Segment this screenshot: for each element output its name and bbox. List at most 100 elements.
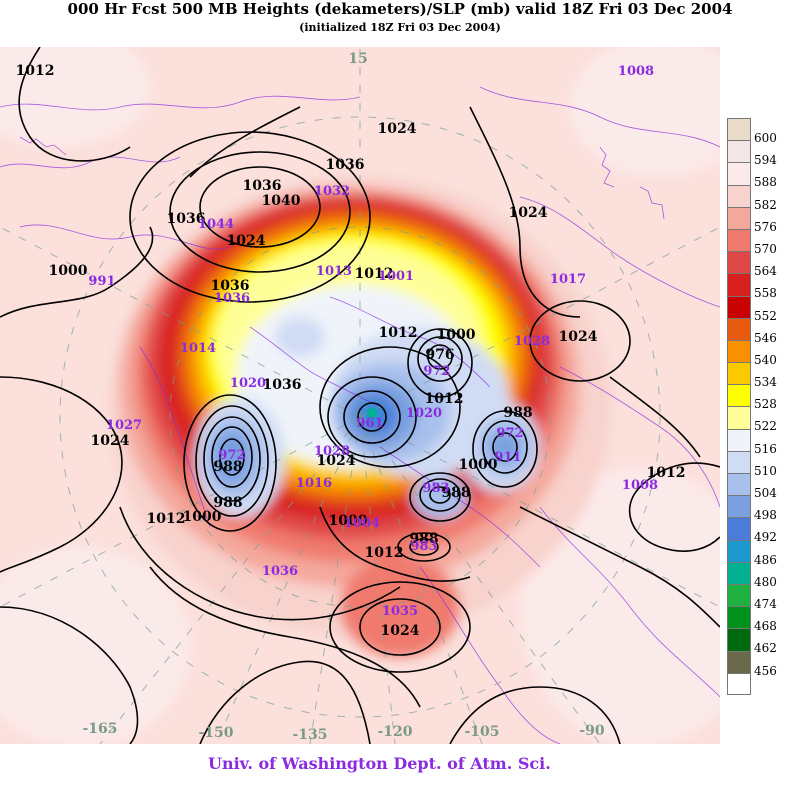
pressure-center-label: 1001: [378, 269, 414, 284]
legend-swatch: [727, 650, 751, 673]
contour-label: 976: [425, 347, 454, 363]
legend-swatch: [727, 273, 751, 296]
chart-title: 000 Hr Fcst 500 MB Heights (dekameters)/…: [67, 0, 733, 18]
contour-label: 1000: [459, 457, 498, 473]
legend-label: 486: [754, 552, 777, 567]
legend-swatch: [727, 295, 751, 318]
pressure-center-label: 983: [410, 539, 437, 554]
contour-label: 1036: [211, 278, 250, 294]
contour-label: 1012: [425, 391, 464, 407]
longitude-label: -165: [82, 721, 117, 737]
pressure-center-label: 1028: [514, 334, 550, 349]
legend-item: 552: [727, 295, 787, 322]
legend-label: 564: [754, 264, 777, 279]
pressure-center-label: 1032: [314, 184, 350, 199]
contour-label: 1024: [381, 623, 420, 639]
contour-label: 988: [409, 531, 438, 547]
pressure-center-label: 1013: [316, 264, 352, 279]
legend-label: 576: [754, 219, 777, 234]
legend-swatch: [727, 228, 751, 252]
legend-label: 504: [754, 486, 777, 500]
contour-label: 1036: [243, 178, 282, 194]
legend-item: 510: [727, 450, 787, 477]
legend-item: 534: [727, 362, 787, 388]
contour-label: 1012: [147, 511, 186, 527]
pressure-center-label: 1020: [406, 406, 442, 421]
legend-swatch: [727, 473, 751, 496]
pressure-center-label: 972: [423, 364, 450, 379]
contour-label: 1024: [378, 121, 417, 137]
legend-label: 552: [754, 308, 777, 323]
pressure-center-label: 1036: [262, 564, 298, 579]
pressure-center-label: 1044: [198, 217, 234, 232]
legend-swatch: [727, 672, 751, 695]
legend-item: 462: [727, 628, 787, 654]
legend-item: 468: [727, 606, 787, 632]
contour-label: 1024: [559, 329, 598, 345]
legend-label: 456: [754, 663, 777, 678]
legend-swatch: [727, 162, 751, 185]
height-field-map: 1012 100815102410361036104010361044103210…: [0, 47, 720, 744]
pressure-center-label: 983: [422, 481, 449, 496]
legend-item: 594: [727, 140, 787, 166]
legend-item: 492: [727, 517, 787, 543]
contour-label: 1024: [317, 453, 356, 469]
legend-item: 546: [727, 317, 787, 344]
map-panel: 1012 1008 15 1024 1036 1036 1040 1036 1044 1032 10…: [0, 47, 720, 744]
pressure-center-label: 972: [218, 448, 245, 463]
low-center-fill: [367, 408, 377, 418]
pressure-center-label: 1008: [622, 478, 658, 493]
legend-label: 516: [754, 441, 777, 456]
contour-label: 1024: [91, 433, 130, 449]
legend-swatch: [727, 628, 751, 651]
legend-item: 564: [727, 251, 787, 277]
pressure-center-label: 1028: [314, 444, 350, 459]
graticule: [0, 47, 720, 744]
contour-label: 988: [213, 495, 242, 511]
contour-label: 1012: [355, 266, 394, 282]
contour-label: 1036: [263, 377, 302, 393]
credit-text: Univ. of Washington Dept. of Atm. Sci.: [208, 754, 551, 773]
legend-swatch: [727, 317, 751, 340]
legend-swatch: [727, 206, 751, 229]
legend-swatch: [727, 450, 751, 473]
pressure-center-label: 1008: [618, 64, 654, 79]
legend-item: 600: [727, 118, 787, 144]
legend-label: 510: [754, 463, 777, 478]
contour-label: 1000: [49, 263, 88, 279]
legend-item: 498: [727, 495, 787, 521]
legend-swatch: [727, 140, 751, 163]
legend-item: 540: [727, 339, 787, 366]
legend-label: 528: [754, 397, 777, 412]
legend-item: 486: [727, 539, 787, 566]
legend-swatch: [727, 495, 751, 518]
contour-label: 1024: [227, 233, 266, 249]
contour-label: 988: [441, 485, 470, 501]
pressure-center-label: 1014: [180, 341, 216, 356]
contour-label: 1012: [365, 545, 404, 561]
pressure-center-label: 961: [356, 416, 383, 431]
longitude-label: -120: [377, 724, 412, 740]
legend-swatch: [727, 339, 751, 363]
contour-label: 1024: [509, 205, 548, 221]
legend-label: 522: [754, 419, 777, 434]
pressure-center-label: 1016: [296, 476, 332, 491]
pressure-center-label: 1017: [550, 272, 586, 287]
contour-label: 1012: [16, 63, 55, 79]
legend-label: 540: [754, 352, 777, 367]
pressure-center-label: 1020: [230, 376, 266, 391]
legend-label: 480: [754, 574, 777, 589]
legend-item: 516: [727, 428, 787, 455]
contour-label: 1012: [647, 465, 686, 481]
legend-swatch: [727, 251, 751, 274]
contour-label: 1000: [183, 509, 222, 525]
legend-item: 570: [727, 228, 787, 255]
longitude-label: -105: [464, 724, 499, 740]
contour-label: 988: [503, 405, 532, 421]
legend-label: 558: [754, 286, 777, 301]
legend-swatch: [727, 384, 751, 407]
legend-item: 558: [727, 273, 787, 299]
contour-label: 988: [213, 459, 242, 475]
longitude-label: -150: [198, 725, 233, 741]
legend-swatch: [727, 428, 751, 451]
